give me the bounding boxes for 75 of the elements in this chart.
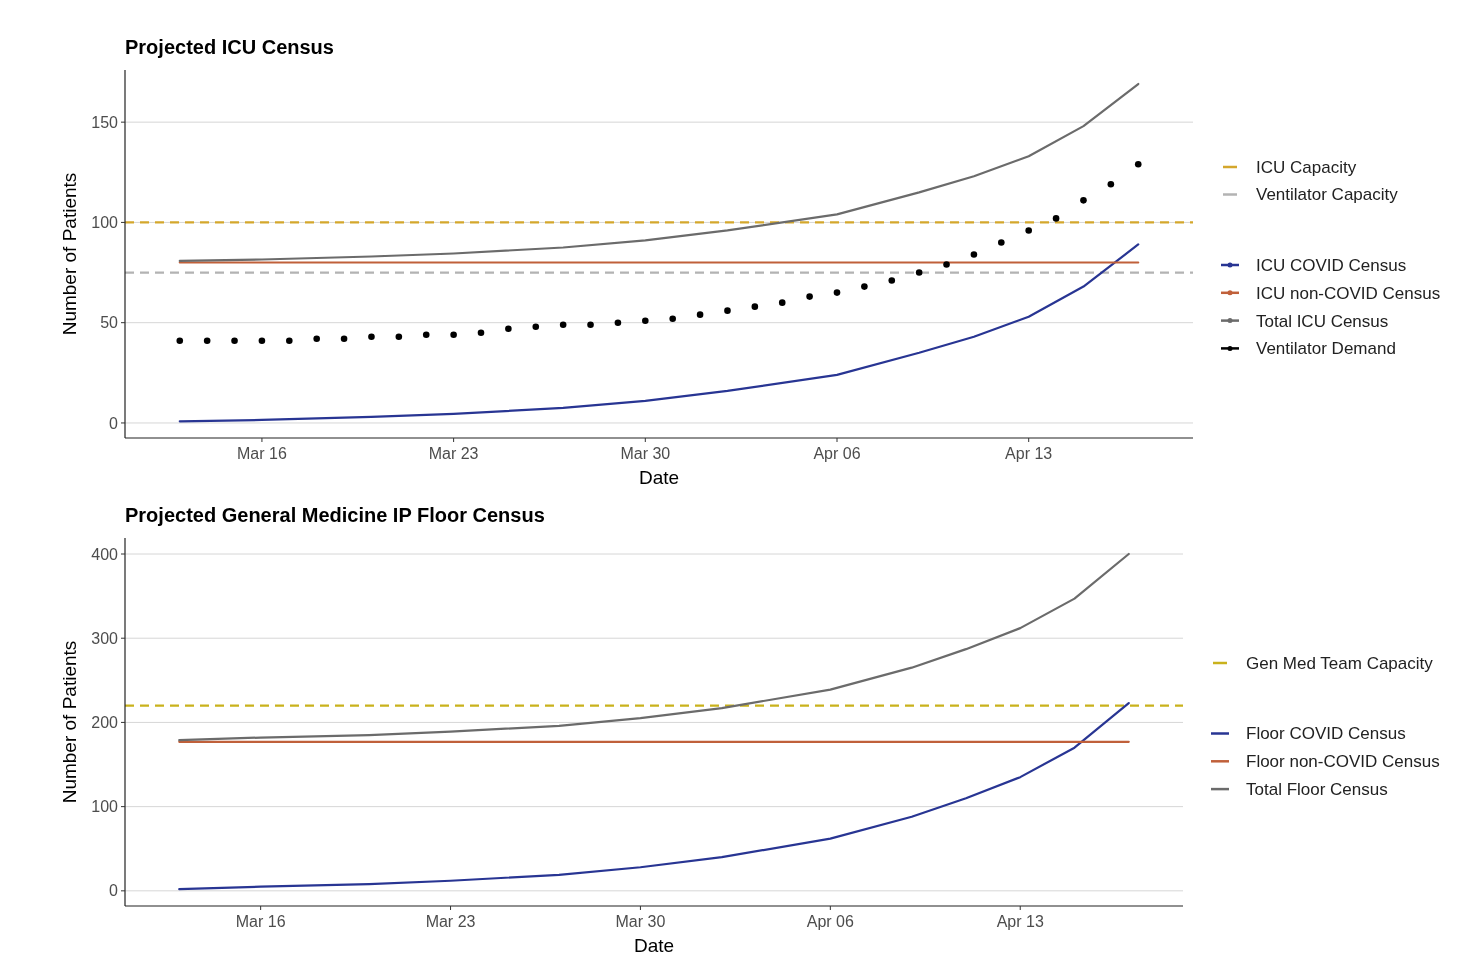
line-series (178, 552, 1130, 742)
point (422, 331, 430, 339)
point (1107, 181, 1115, 188)
point (806, 293, 813, 300)
point (1052, 215, 1060, 222)
legend-label: Total ICU Census (1256, 311, 1389, 331)
line-series (178, 243, 1140, 423)
y-tick-label: 150 (91, 113, 119, 131)
point (477, 329, 485, 337)
point (340, 335, 348, 343)
x-tick-label: Apr 13 (1005, 445, 1053, 462)
point (915, 269, 923, 276)
point (669, 315, 676, 322)
chart-title: Projected General Medicine IP Floor Census (125, 504, 545, 526)
y-tick-label: 300 (91, 629, 119, 647)
point (258, 337, 266, 345)
point (861, 283, 868, 290)
point (450, 331, 457, 339)
point (176, 337, 184, 345)
point (642, 317, 649, 324)
point (286, 337, 293, 345)
x-tick-label: Mar 16 (235, 913, 286, 930)
point (724, 307, 731, 314)
point (614, 319, 622, 326)
point (505, 325, 512, 332)
x-axis-title: Date (638, 467, 680, 488)
y-tick-label: 100 (91, 214, 119, 232)
point (313, 335, 320, 343)
legend-label: Floor non-COVID Census (1246, 752, 1440, 772)
line-series (178, 82, 1140, 263)
point (231, 337, 238, 345)
legend-label: ICU non-COVID Census (1256, 283, 1441, 303)
x-tick-label: Mar 16 (237, 445, 287, 462)
legend-label: Ventilator Demand (1256, 339, 1396, 359)
y-tick-label: 50 (100, 314, 119, 332)
y-axis-title: Number of Patients (59, 640, 80, 804)
legend-label: ICU Capacity (1256, 157, 1357, 177)
x-tick-label: Mar 23 (428, 445, 479, 462)
x-tick-label: Apr 06 (813, 445, 861, 462)
point (1080, 197, 1087, 204)
x-tick-label: Mar 30 (615, 913, 666, 930)
y-tick-label: 0 (109, 882, 119, 900)
legend-label: ICU COVID Census (1256, 255, 1407, 275)
y-axis-title: Number of Patients (59, 172, 80, 336)
point (395, 333, 403, 341)
point (751, 303, 759, 310)
point (778, 299, 786, 306)
point (587, 321, 594, 328)
x-tick-label: Mar 23 (425, 913, 476, 930)
line-series (178, 701, 1130, 891)
point (696, 311, 704, 318)
point (532, 323, 540, 330)
point (833, 289, 841, 296)
legend-label: Ventilator Capacity (1256, 185, 1399, 205)
x-tick-label: Apr 13 (996, 913, 1044, 930)
x-tick-label: Apr 06 (806, 913, 855, 930)
legend-label: Floor COVID Census (1246, 724, 1406, 744)
y-tick-label: 400 (91, 545, 119, 563)
legend-label: Total Floor Census (1246, 780, 1388, 800)
point (1025, 227, 1032, 234)
x-axis-title: Date (633, 935, 675, 956)
y-tick-label: 200 (91, 714, 119, 732)
point (998, 239, 1005, 246)
point (943, 261, 950, 268)
y-tick-label: 100 (91, 798, 119, 816)
point (203, 337, 211, 345)
chart-title: Projected ICU Census (125, 36, 334, 58)
point (368, 333, 375, 341)
x-tick-label: Mar 30 (620, 445, 671, 462)
y-tick-label: 0 (109, 414, 119, 432)
point (970, 251, 978, 258)
legend-label: Gen Med Team Capacity (1246, 653, 1434, 673)
point (559, 321, 567, 328)
point (888, 277, 896, 284)
point (1134, 160, 1142, 168)
